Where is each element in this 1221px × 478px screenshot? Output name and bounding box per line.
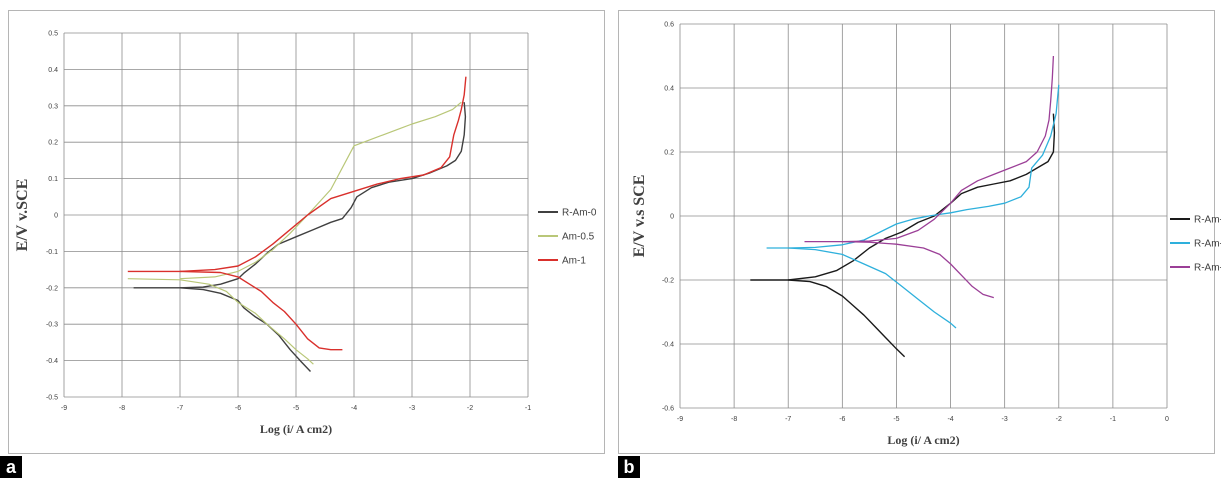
chart-1-x-tick-label: -8	[731, 416, 737, 423]
chart-1-series-line	[766, 247, 957, 329]
chart-0-series-line	[127, 270, 343, 351]
chart-1-x-tick-label: -7	[785, 416, 791, 423]
chart-0-legend-label: Am-1	[562, 256, 586, 267]
chart-svg-a: 0.5 0.4 0.3 0.2 0.1 0 -0.1 -0.2 -0.3 -0.4 -0.5-9 -8…	[14, 31, 597, 437]
chart-1-x-tick-label: -1	[1110, 416, 1116, 423]
chart-1-legend-label: R-Am-	[1194, 215, 1221, 226]
chart-0-y-tick-label: 0	[54, 213, 58, 220]
chart-1-x-tick-label: -4	[947, 416, 953, 423]
chart-1-y-tick-label: -0.2	[662, 278, 674, 285]
panel-tag-b: b	[618, 456, 640, 478]
chart-0-y-tick-label: 0.4	[48, 67, 58, 74]
chart-0-x-tick-label: -7	[177, 405, 183, 412]
chart-0-y-tick-label: -0.1	[46, 249, 58, 256]
chart-0-series-line	[179, 102, 467, 289]
chart-1-x-tick-label: -2	[1056, 416, 1062, 423]
chart-1-series-line	[788, 84, 1060, 249]
chart-0-series-line	[179, 76, 467, 273]
chart-1-x-tick-label: -9	[677, 416, 683, 423]
chart-0-y-tick-label: 0.3	[48, 103, 58, 110]
panel-tag-a: a	[0, 456, 22, 478]
chart-0-x-tick-label: -6	[235, 405, 241, 412]
chart-1-series-line	[804, 240, 994, 299]
chart-0-x-tick-label: -5	[293, 405, 299, 412]
chart-panel-a: 0.5 0.4 0.3 0.2 0.1 0 -0.1 -0.2 -0.3 -0.4 -0.5 -9 -8…	[0, 0, 607, 478]
chart-1-y-tick-label: -0.6	[662, 406, 674, 413]
chart-0-y-axis-title: E/V v.SCE	[14, 179, 31, 252]
chart-1-y-axis-title: E/V v.s SCE	[631, 175, 648, 258]
chart-0-x-tick-label: -2	[467, 405, 473, 412]
chart-0-series-line	[127, 278, 314, 365]
chart-0-x-tick-label: -9	[61, 405, 67, 412]
chart-0-y-tick-label: 0.5	[48, 31, 58, 38]
chart-1-y-tick-label: 0.4	[664, 86, 674, 93]
chart-1-x-tick-label: 0	[1165, 416, 1169, 423]
chart-frame-b	[618, 10, 1215, 454]
chart-0-y-tick-label: 0.1	[48, 176, 58, 183]
chart-1-x-axis-title: Log (i/ A cm2)	[887, 433, 959, 447]
chart-1-y-tick-label: 0.6	[664, 22, 674, 29]
chart-0-y-tick-label: -0.5	[46, 395, 58, 402]
chart-1-x-tick-label: -6	[839, 416, 845, 423]
chart-1-series-line	[842, 55, 1055, 243]
chart-0-series-line	[179, 101, 462, 280]
chart-svg-b: 0.6 0.4 0.2 0 -0.2 -0.4 -0.6-9 -8 -7 -6 -5 -4 -3 -2 -1…	[631, 22, 1221, 448]
chart-1-x-tick-label: -5	[893, 416, 899, 423]
chart-0-x-tick-label: -8	[119, 405, 125, 412]
chart-1-y-tick-label: 0.2	[664, 150, 674, 157]
chart-0-y-tick-label: 0.2	[48, 140, 58, 147]
chart-1-x-tick-label: -3	[1002, 416, 1008, 423]
chart-1-y-tick-label: 0	[670, 214, 674, 221]
chart-panel-b: 0.6 0.4 0.2 0 -0.2 -0.4 -0.6 -9 -8 -7 -6 -5 -4 -3 -2 -1…	[614, 0, 1221, 478]
chart-0-y-tick-label: -0.2	[46, 285, 58, 292]
chart-0-series-line	[133, 287, 312, 372]
chart-0-legend-label: Am-0.5	[562, 232, 595, 243]
chart-1-series-line	[788, 113, 1056, 281]
chart-0-x-tick-label: -3	[409, 405, 415, 412]
chart-0-y-tick-label: -0.3	[46, 322, 58, 329]
chart-1-legend-label: R-Am-	[1194, 239, 1221, 250]
chart-0-x-axis-title: Log (i/ A cm2)	[260, 422, 332, 436]
chart-0-legend-label: R-Am-0	[562, 208, 597, 219]
chart-1-y-tick-label: -0.4	[662, 342, 674, 349]
chart-0-x-tick-label: -1	[525, 405, 531, 412]
chart-0-y-tick-label: -0.4	[46, 358, 58, 365]
chart-1-legend-label: R-Am-	[1194, 263, 1221, 274]
chart-1-series-line	[750, 279, 906, 358]
chart-0-x-tick-label: -4	[351, 405, 357, 412]
